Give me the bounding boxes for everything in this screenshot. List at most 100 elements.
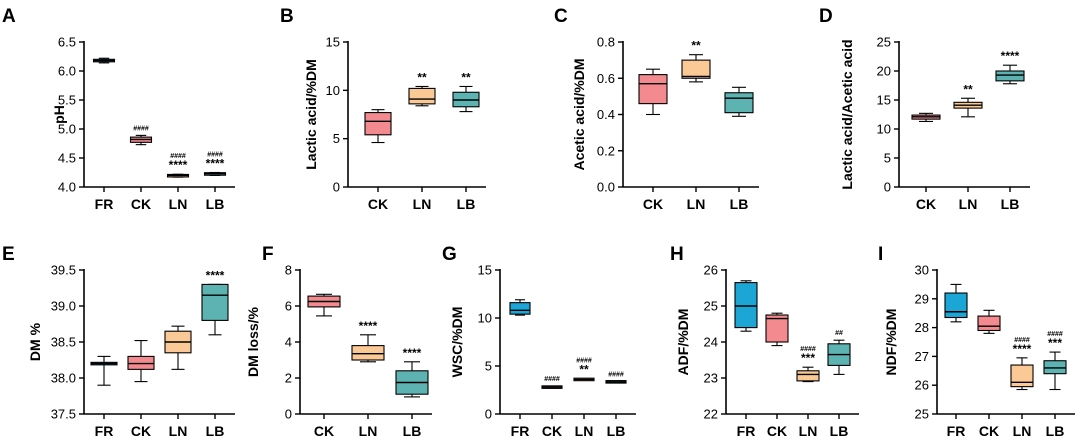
y-tick-label: 5 [884,151,891,166]
x-tick-label: FR [947,423,966,439]
significance-stars: **** [359,319,378,333]
significance-hashes: #### [1014,337,1030,344]
y-tick-label: 4.5 [58,151,76,166]
x-tick-label: LN [169,423,188,439]
y-tick-label: 15 [326,35,340,50]
x-tick-label: LB [730,196,749,212]
significance-hashes: #### [608,371,624,378]
significance-hashes: #### [800,346,816,353]
y-tick-label: 23 [704,371,718,386]
y-tick-label: 6 [285,299,292,314]
panel-h: H 22 23 24 25 26 ADF/%DM FR CK LN ***#### LB ## [670,244,859,439]
box-ln [681,59,711,79]
box-fr [734,282,758,329]
x-tick-label: LN [575,423,594,439]
significance-stars: **** [1013,342,1032,356]
y-tick-label: 6.0 [58,64,76,79]
panel-e: E 37.5 38.0 38.5 39.0 39.5 DM % FR CK LN LB **** [2,244,235,439]
panel-b: B 0 5 10 15 Lactic acid/%DM CK LN ** LB ** [280,6,486,212]
box-ck [364,112,392,136]
panel-letter-d: D [819,6,833,27]
y-tick-label: 24 [704,335,718,350]
x-tick-label: CK [643,196,663,212]
box-ln [408,87,436,105]
panel-letter-g: G [442,244,457,265]
y-axis-title: DM loss/% [245,306,261,377]
y-tick-label: 26 [704,263,718,278]
box-ck [638,74,668,105]
x-tick-label: CK [767,423,787,439]
x-tick-label: LN [799,423,818,439]
y-tick-label: 22 [704,407,718,422]
panel-d: D 0 5 10 15 20 25 Lactic acid/Acetic acid CK LN **… [819,6,1030,212]
x-tick-label: FR [95,196,114,212]
y-tick-label: 0 [485,407,492,422]
y-tick-label: 28 [915,320,929,335]
significance-hashes: #### [1047,331,1063,338]
box-ln [796,370,820,382]
y-tick-label: 25 [704,299,718,314]
significance-hashes: #### [576,357,592,364]
y-tick-label: 4 [285,335,292,350]
panel-f: F 0 2 4 6 8 DM loss/% CK LN **** LB **** [245,244,432,439]
y-tick-label: 6.5 [58,35,76,50]
y-tick-label: 4.0 [58,180,76,195]
significance-stars: **** [206,268,225,282]
x-tick-label: LB [206,196,225,212]
panel-letter-c: C [554,6,568,27]
significance-stars: **** [1001,49,1020,63]
x-tick-label: LB [206,423,225,439]
y-tick-label: 5 [333,131,340,146]
y-tick-label: 29 [915,291,929,306]
significance-stars: ** [417,70,427,84]
significance-stars: **** [403,346,422,360]
y-tick-label: 5.5 [58,93,76,108]
significance-stars: *** [801,351,815,365]
y-tick-label: 0 [285,407,292,422]
box-ck [127,355,155,370]
significance-hashes: #### [544,376,560,383]
y-tick-label: 15 [877,93,891,108]
x-tick-label: LB [457,196,476,212]
significance-stars: *** [1048,336,1062,350]
significance-stars: **** [206,157,225,171]
panel-letter-e: E [2,244,15,265]
y-tick-label: 37.5 [51,407,76,422]
y-tick-label: 26 [915,378,929,393]
y-tick-label: 39.5 [51,263,76,278]
significance-stars: ** [963,82,973,96]
x-tick-label: LN [687,196,706,212]
significance-stars: ** [579,362,589,376]
x-tick-label: CK [131,423,151,439]
y-tick-label: 0.2 [597,143,615,158]
x-tick-label: LB [1001,196,1020,212]
y-axis-title: DM % [27,322,43,361]
y-axis-title: Lactic acid/Acetic acid [839,39,855,189]
box-lb [1043,360,1067,375]
y-tick-label: 10 [326,83,340,98]
x-tick-label: LN [359,423,378,439]
y-tick-label: 25 [915,407,929,422]
y-tick-label: 38.5 [51,335,76,350]
panel-letter-i: I [878,244,883,265]
box-lb [995,70,1025,82]
box-fr [509,302,531,315]
y-tick-label: 27 [915,349,929,364]
x-tick-label: LB [403,423,422,439]
x-tick-label: CK [368,196,388,212]
y-tick-label: 5.0 [58,122,76,137]
x-tick-label: LN [1013,423,1032,439]
significance-stars: ** [461,70,471,84]
y-axis-title: NDF/%DM [883,309,899,376]
y-tick-label: 39.0 [51,299,76,314]
x-tick-label: FR [511,423,530,439]
y-tick-label: 20 [877,64,891,79]
y-tick-label: 0.0 [597,180,615,195]
x-tick-label: CK [542,423,562,439]
panel-letter-f: F [262,244,274,265]
x-tick-label: CK [314,423,334,439]
box-ln [1010,364,1034,388]
box-lb [724,92,754,114]
